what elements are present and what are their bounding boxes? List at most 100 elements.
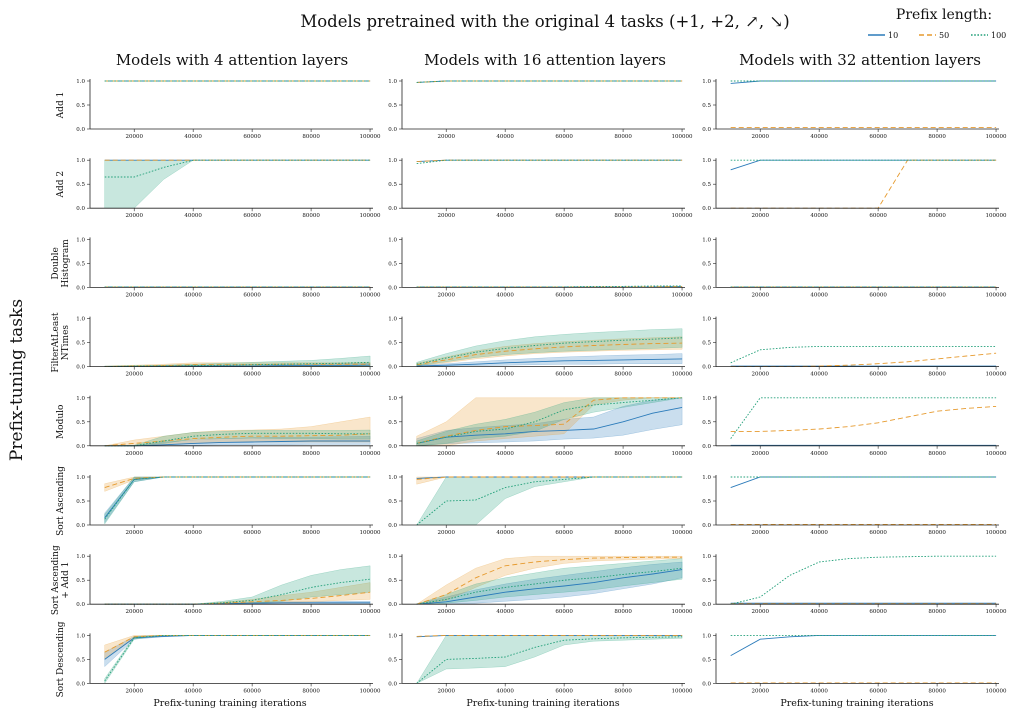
series-line-100 [730,555,997,605]
y-tick-label: 1.0 [76,79,85,85]
x-axis-label-col2: Prefix-tuning training iterations [466,698,619,709]
y-tick-label: 0.5 [388,103,397,109]
x-tick-label: 60000 [869,213,887,219]
series-line-10 [730,159,997,171]
x-tick-label: 60000 [555,134,573,140]
series-line-50 [730,352,997,368]
x-tick-label: 80000 [302,372,320,378]
x-tick-label: 40000 [496,530,514,536]
x-tick-label: 20000 [751,451,769,457]
y-tick-label: 1.0 [388,158,397,164]
band-100 [416,328,683,366]
x-tick-label: 20000 [125,292,143,298]
x-tick-label: 60000 [869,292,887,298]
x-tick-label: 100000 [672,609,693,615]
y-tick-label: 0.0 [702,365,711,371]
y-tick-label: 0.5 [702,499,711,505]
x-tick-label: 100000 [986,292,1007,298]
x-tick-label: 80000 [302,213,320,219]
x-tick-label: 80000 [928,134,946,140]
panel: 0.0 0.5 1.0 20000 40000 60000 80000 100000 [388,237,693,298]
x-tick-label: 100000 [986,372,1007,378]
x-tick-label: 40000 [810,372,828,378]
y-tick-label: 0.0 [76,127,85,133]
y-tick-label: 0.0 [76,365,85,371]
series-line-10 [730,634,997,656]
panel: 0.0 0.5 1.0 20000 40000 60000 80000 100000 [388,554,693,615]
x-tick-label: 60000 [555,688,573,694]
y-tick-label: 0.5 [388,420,397,426]
x-tick-label: 20000 [751,688,769,694]
x-tick-label: 40000 [496,134,514,140]
y-tick-label: 0.5 [76,420,85,426]
x-tick-label: 20000 [437,134,455,140]
x-tick-label: 60000 [555,292,573,298]
x-tick-label: 60000 [869,609,887,615]
series-line-50 [416,342,683,366]
panel: 0.0 0.5 1.0 20000 40000 60000 80000 100000 [76,79,381,140]
x-tick-label: 100000 [986,134,1007,140]
band-100 [104,159,371,209]
x-tick-label: 80000 [614,134,632,140]
x-tick-label: 80000 [928,688,946,694]
x-tick-label: 80000 [302,292,320,298]
band-10 [104,635,371,668]
y-tick-label: 0.0 [388,681,397,687]
series-line-100 [730,345,997,364]
x-tick-label: 100000 [360,609,381,615]
x-tick-label: 20000 [751,530,769,536]
x-tick-label: 20000 [125,134,143,140]
x-tick-label: 40000 [184,213,202,219]
x-tick-label: 80000 [302,451,320,457]
y-tick-label: 0.0 [76,681,85,687]
panel: 0.0 0.5 1.0 20000 40000 60000 80000 100000 [702,158,1007,219]
panel: 0.0 0.5 1.0 20000 40000 60000 80000 100000 [388,316,693,378]
x-tick-label: 40000 [810,134,828,140]
x-tick-label: 20000 [437,372,455,378]
series-line-50 [416,634,683,637]
panel: 0.0 0.5 1.0 20000 40000 60000 80000 100000 [388,158,693,219]
x-tick-label: 20000 [125,609,143,615]
legend-label-50: 50 [939,31,949,40]
row-label: Sort Ascending [51,545,61,615]
band-100 [104,476,371,525]
legend-label-100: 100 [991,31,1006,40]
x-tick-label: 40000 [810,292,828,298]
y-tick-label: 0.0 [702,285,711,291]
y-tick-label: 0.5 [76,103,85,109]
x-tick-label: 80000 [614,451,632,457]
series-line-100 [104,634,371,682]
row-label: Add 1 [56,92,66,120]
x-tick-label: 60000 [243,609,261,615]
x-tick-label: 60000 [555,372,573,378]
x-tick-label: 80000 [928,292,946,298]
y-tick-label: 1.0 [388,554,397,560]
y-tick-label: 0.0 [76,206,85,212]
y-tick-label: 1.0 [702,79,711,85]
x-tick-label: 80000 [614,530,632,536]
x-tick-label: 80000 [302,134,320,140]
series-line-10 [416,569,683,605]
legend: 10 50 100 [868,31,1006,40]
series-line-10 [104,440,371,447]
x-tick-label: 100000 [360,213,381,219]
series-line-10 [416,406,683,444]
series-line-10 [104,476,371,519]
y-tick-label: 1.0 [76,317,85,323]
x-tick-label: 80000 [928,609,946,615]
series-line-100 [104,432,371,447]
x-tick-label: 20000 [125,688,143,694]
y-tick-label: 1.0 [76,475,85,481]
band-10 [416,397,683,447]
y-tick-label: 0.5 [702,420,711,426]
row-label: FilterAtLeast [51,312,61,372]
series-line-10 [730,476,997,489]
band-100 [104,429,371,447]
x-tick-label: 40000 [496,292,514,298]
band-100 [416,558,683,605]
x-tick-label: 40000 [184,530,202,536]
x-tick-label: 80000 [302,688,320,694]
panel: 0.0 0.5 1.0 20000 40000 60000 80000 100000 [388,475,693,536]
panel: 0.0 0.5 1.0 20000 40000 60000 80000 100000 [702,633,1007,694]
x-tick-label: 20000 [437,530,455,536]
